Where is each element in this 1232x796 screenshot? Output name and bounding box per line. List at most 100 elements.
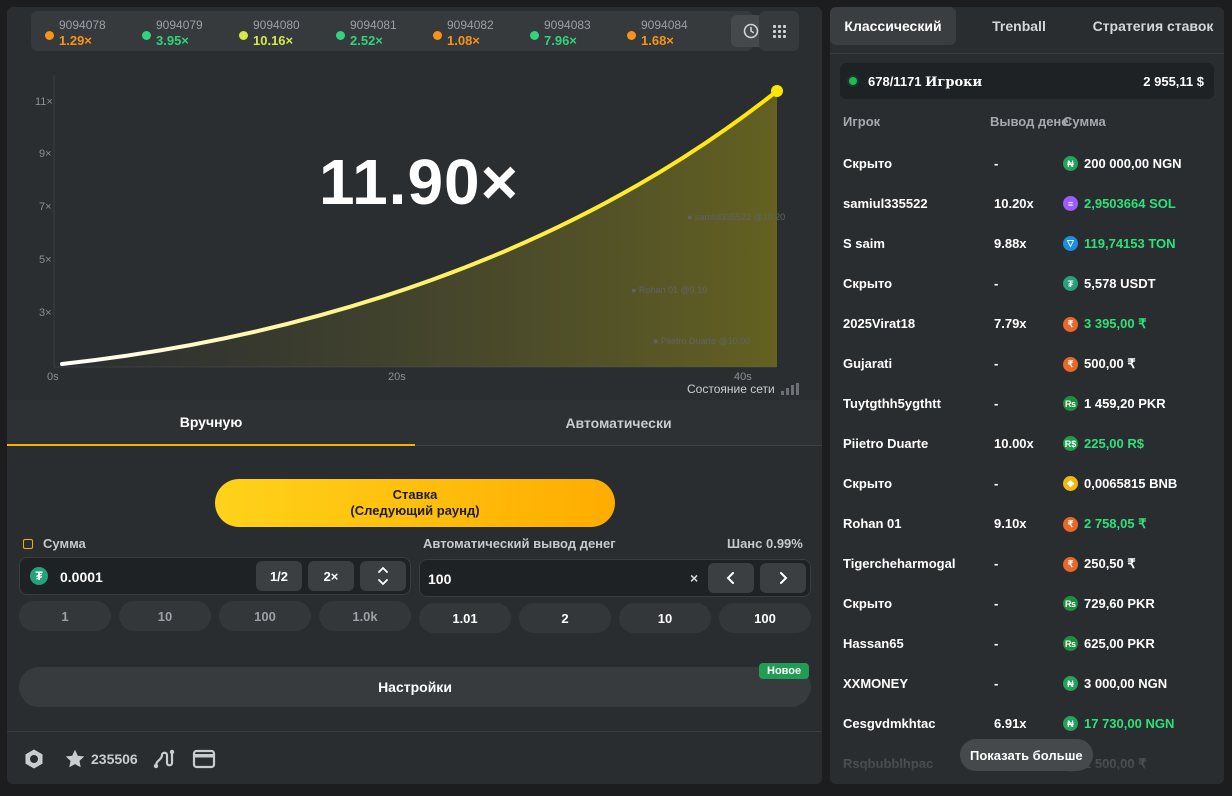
currency-icon: ₨ xyxy=(1063,636,1078,651)
players-list: Скрыто - ₦ 200 000,00 NGN samiul335522 10.20x… xyxy=(830,144,1224,784)
player-row[interactable]: Gujarati - ₹500,00 ₹ xyxy=(830,344,1224,384)
favorites-count: 235506 xyxy=(91,751,138,767)
player-name[interactable]: XXMONEY xyxy=(843,676,909,691)
amount-value: 225,00 R$ xyxy=(1084,436,1144,451)
player-row[interactable]: Cesgvdmkhtac 6.91x ₦ 17 730,00 NGN xyxy=(830,704,1224,744)
player-name[interactable]: Скрыто xyxy=(843,596,893,611)
history-item[interactable]: 9094083 7.96× xyxy=(530,11,627,51)
status-dot xyxy=(239,31,248,40)
amount-value: 625,00 PKR xyxy=(1084,636,1155,651)
players-count-label: Игроки xyxy=(925,75,983,90)
fairness-hexagon-icon[interactable] xyxy=(23,748,45,770)
currency-icon: ≡ xyxy=(1063,196,1078,211)
bet-button-sublabel: (Следующий раунд) xyxy=(350,503,480,518)
player-row[interactable]: 2025Virat18 7.79x ₹3 395,00 ₹ xyxy=(830,304,1224,344)
game-panel: 9094078 1.29× 9094079 3.95× 9094080 10.16× … xyxy=(7,7,822,784)
cashout-preset[interactable]: 1.01 xyxy=(419,603,511,633)
player-row[interactable]: Tuytgthh5ygthtt - ₨ 1 459,20 PKR xyxy=(830,384,1224,424)
player-name[interactable]: 2025Virat18 xyxy=(843,316,916,331)
round-id: 9094083 xyxy=(544,18,591,32)
round-multiplier: 2.52× xyxy=(350,33,383,48)
auto-cashout-value[interactable]: 100 xyxy=(428,571,452,587)
increase-button[interactable] xyxy=(760,563,806,593)
player-name[interactable]: Hassan65 xyxy=(843,636,904,651)
half-button[interactable]: 1/2 xyxy=(256,561,302,591)
history-item[interactable]: 9094078 1.29× xyxy=(45,11,142,51)
auto-cashout-field[interactable]: 100 × xyxy=(419,559,811,597)
player-name[interactable]: Tigercheharmogal xyxy=(843,556,956,571)
player-row[interactable]: samiul335522 10.20x ≡ 2,9503664 SOL xyxy=(830,184,1224,224)
cashout-marker: ● Piietro Duarte @10.00 xyxy=(653,336,751,346)
card-icon[interactable] xyxy=(192,748,216,770)
player-row[interactable]: Скрыто - ₮ 5,578 USDT xyxy=(830,264,1224,304)
cashout-preset[interactable]: 100 xyxy=(719,603,811,633)
curve-area xyxy=(62,91,777,367)
player-name[interactable]: S saim xyxy=(843,236,885,251)
game-menu-button[interactable] xyxy=(759,11,799,51)
double-button[interactable]: 2× xyxy=(308,561,354,591)
show-more-button[interactable]: Показать больше xyxy=(960,739,1093,771)
multiplier-curve xyxy=(60,89,779,366)
player-name[interactable]: Tuytgthh5ygthtt xyxy=(843,396,941,411)
player-row[interactable]: Скрыто - ₦ 200 000,00 NGN xyxy=(830,144,1224,184)
cashout-preset[interactable]: 10 xyxy=(619,603,711,633)
chevron-left-icon xyxy=(726,572,734,584)
players-panel: Классический Trenball Стратегия ставок 6… xyxy=(830,7,1224,784)
amount-value: 250,50 ₹ xyxy=(1084,556,1136,571)
tab-classic[interactable]: Классический xyxy=(830,7,956,45)
player-row[interactable]: Скрыто - ◆ 0,0065815 BNB xyxy=(830,464,1224,504)
player-row[interactable]: XXMONEY - ₦ 3 000,00 NGN xyxy=(830,664,1224,704)
bet-amount-field[interactable]: ₮ 0.0001 1/2 2× xyxy=(19,557,411,595)
settings-button[interactable]: Настройки xyxy=(19,667,811,707)
player-name[interactable]: Piietro Duarte xyxy=(843,436,929,451)
crash-game-area: 9094078 1.29× 9094079 3.95× 9094080 10.16× … xyxy=(7,7,822,400)
history-item[interactable]: 9094081 2.52× xyxy=(336,11,433,51)
bet-amount: ◆ 0,0065815 BNB xyxy=(1063,476,1177,491)
place-bet-button[interactable]: Ставка (Следующий раунд) xyxy=(215,479,615,527)
player-row[interactable]: Hassan65 - ₨ 625,00 PKR xyxy=(830,624,1224,664)
player-name[interactable]: Скрыто xyxy=(843,476,893,491)
player-row[interactable]: Скрыто - ₨ 729,60 PKR xyxy=(830,584,1224,624)
amount-preset[interactable]: 1 xyxy=(19,601,111,631)
tab-strategy[interactable]: Стратегия ставок xyxy=(1092,18,1214,34)
decrease-button[interactable] xyxy=(708,563,754,593)
player-name[interactable]: Скрыто xyxy=(843,276,893,291)
tab-manual[interactable]: Вручную xyxy=(7,400,415,446)
player-name[interactable]: Gujarati xyxy=(843,356,893,371)
tab-auto[interactable]: Автоматически xyxy=(565,415,672,431)
cashout-preset[interactable]: 2 xyxy=(519,603,611,633)
history-item[interactable]: 9094080 10.16× xyxy=(239,11,336,51)
bet-amount: ₨ 1 459,20 PKR xyxy=(1063,396,1166,411)
player-row[interactable]: Rohan 01 9.10x ₹2 758,05 ₹ xyxy=(830,504,1224,544)
tab-trenball[interactable]: Trenball xyxy=(992,18,1046,34)
player-name[interactable]: Скрыто xyxy=(843,156,893,171)
y-tick: 11× xyxy=(35,96,53,108)
currency-icon: ₦ xyxy=(1063,676,1078,691)
clear-icon[interactable]: × xyxy=(690,570,699,586)
bet-amount-value[interactable]: 0.0001 xyxy=(60,569,103,585)
player-row[interactable]: S saim 9.88x ▽ 119,74153 TON xyxy=(830,224,1224,264)
player-row[interactable]: Tigercheharmogal - ₹250,50 ₹ xyxy=(830,544,1224,584)
history-item[interactable]: 9094079 3.95× xyxy=(142,11,239,51)
amount-preset[interactable]: 10 xyxy=(119,601,211,631)
player-name[interactable]: samiul335522 xyxy=(843,196,928,211)
currency-icon: ₹ xyxy=(1063,356,1078,372)
cashout-multiplier: 9.88x xyxy=(994,236,1027,251)
star-icon[interactable] xyxy=(64,748,86,770)
amount-preset[interactable]: 100 xyxy=(219,601,311,631)
player-row[interactable]: Piietro Duarte 10.00x R$ 225,00 R$ xyxy=(830,424,1224,464)
route-icon[interactable] xyxy=(153,748,177,770)
amount-preset[interactable]: 1.0k xyxy=(319,601,411,631)
player-name[interactable]: Rohan 01 xyxy=(843,516,902,531)
currency-icon: ₦ xyxy=(1063,156,1078,171)
signal-icon xyxy=(780,383,799,395)
history-item[interactable]: 9094082 1.08× xyxy=(433,11,530,51)
bet-amount: ▽ 119,74153 TON xyxy=(1063,236,1176,251)
amount-value: 2,9503664 SOL xyxy=(1084,196,1176,211)
game-footer: 235506 xyxy=(7,731,822,784)
amount-value: 729,60 PKR xyxy=(1084,596,1155,611)
amount-range-button[interactable] xyxy=(360,561,406,591)
bet-amount: ₦ 200 000,00 NGN xyxy=(1063,156,1182,171)
player-name[interactable]: Cesgvdmkhtac xyxy=(843,716,936,731)
history-item[interactable]: 9094084 1.68× xyxy=(627,11,724,51)
